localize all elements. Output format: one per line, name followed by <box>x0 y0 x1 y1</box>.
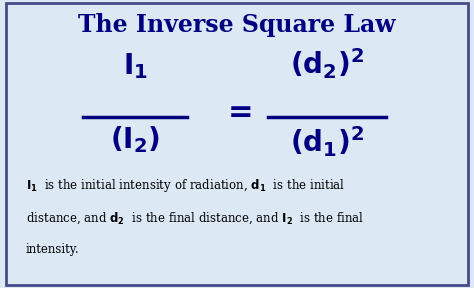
Text: distance, and $\mathbf{d_2}$  is the final distance, and $\mathbf{I_2}$  is the : distance, and $\mathbf{d_2}$ is the fina… <box>26 210 365 226</box>
Text: $\mathbf{I_1}$  is the initial intensity of radiation, $\mathbf{d_1}$  is the in: $\mathbf{I_1}$ is the initial intensity … <box>26 177 345 194</box>
Text: $\mathbf{(d_2)^2}$: $\mathbf{(d_2)^2}$ <box>290 46 364 81</box>
Text: $\mathbf{(d_1)^2}$: $\mathbf{(d_1)^2}$ <box>290 124 364 158</box>
Text: intensity.: intensity. <box>26 243 80 256</box>
Text: $\mathbf{=}$: $\mathbf{=}$ <box>222 95 252 126</box>
Text: $\mathbf{I_1}$: $\mathbf{I_1}$ <box>123 51 147 81</box>
Text: The Inverse Square Law: The Inverse Square Law <box>78 13 396 37</box>
Text: $\mathbf{(I_2)}$: $\mathbf{(I_2)}$ <box>110 124 160 155</box>
FancyBboxPatch shape <box>6 3 468 285</box>
